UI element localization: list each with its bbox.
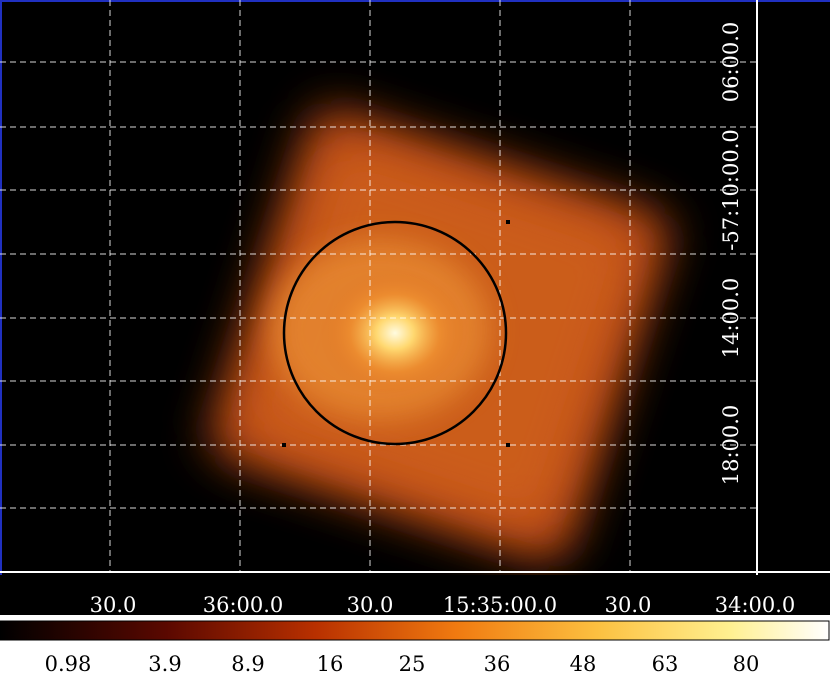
marker [282, 443, 286, 447]
colorbar-label: 63 [652, 652, 679, 676]
x-axis-label: 30.0 [347, 593, 394, 617]
x-axis-label: 30.0 [90, 593, 137, 617]
colorbar-label: 36 [484, 652, 511, 676]
y-axis-label: -57:10:00.0 [719, 129, 743, 250]
x-axis-labels: 30.0 36:00.0 30.0 15:35:00.0 30.0 34:00.… [90, 593, 796, 617]
y-axis-label: 14:00.0 [719, 278, 743, 359]
marker [506, 443, 510, 447]
colorbar-label: 25 [399, 652, 426, 676]
colorbar-label: 3.9 [148, 652, 181, 676]
x-axis-label: 15:35:00.0 [443, 593, 557, 617]
y-axis-labels: 06:00.0 -57:10:00.0 14:00.0 18:00.0 [719, 22, 743, 486]
marker [506, 220, 510, 224]
colorbar-label: 8.9 [231, 652, 264, 676]
y-axis-label: 18:00.0 [719, 405, 743, 486]
colorbar-labels: 0.98 3.9 8.9 16 25 36 48 63 80 [45, 652, 760, 676]
y-axis-label: 06:00.0 [719, 22, 743, 103]
colorbar [0, 620, 830, 641]
colorbar-label: 16 [317, 652, 344, 676]
x-axis-label: 30.0 [605, 593, 652, 617]
axis-strip [0, 575, 830, 615]
emission [209, 108, 671, 562]
colorbar-label: 48 [570, 652, 597, 676]
colorbar-label: 80 [733, 652, 760, 676]
grid [0, 0, 830, 573]
x-axis-label: 36:00.0 [203, 593, 284, 617]
region-circle [282, 220, 508, 446]
x-axis-label: 34:00.0 [715, 593, 796, 617]
colorbar-label: 0.98 [45, 652, 92, 676]
core [320, 268, 470, 398]
